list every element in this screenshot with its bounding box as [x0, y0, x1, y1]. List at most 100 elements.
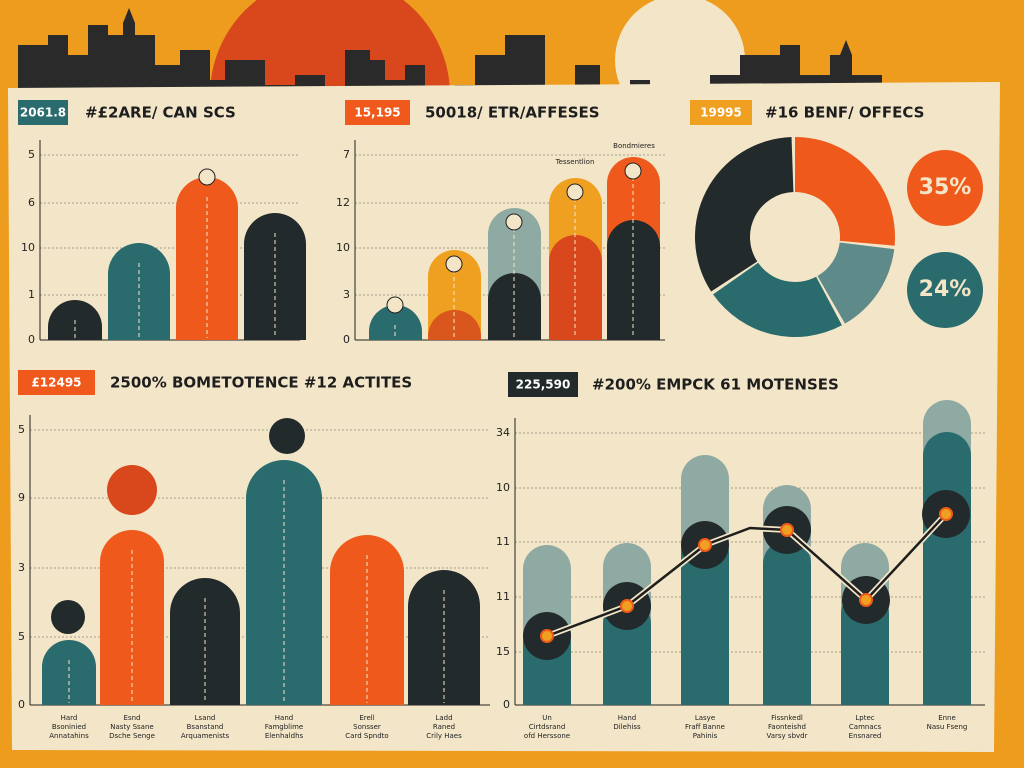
bar — [763, 540, 811, 705]
badge-text: £12495 — [31, 376, 81, 390]
category-label: Camnacs — [849, 723, 882, 731]
point — [780, 523, 794, 537]
icon — [198, 168, 216, 186]
category-label: Cirtdsrand — [529, 723, 566, 731]
axis-label: 6 — [28, 196, 35, 209]
category-label: Un — [542, 714, 552, 722]
callout-text: 24% — [919, 277, 972, 302]
category-label: Varsy sbvdr — [767, 732, 808, 740]
icon — [386, 296, 404, 314]
category-label: Esnd — [124, 714, 141, 722]
point — [939, 507, 953, 521]
panel-title: 2500% BOMETOTENCE #12 ACTITES — [110, 374, 412, 392]
axis-label: 10 — [21, 241, 35, 254]
category-label: Ladd — [435, 714, 452, 722]
category-label: Dilehiss — [613, 723, 641, 731]
category-label: Raned — [433, 723, 455, 731]
marker — [51, 600, 85, 634]
annotation: Bondmieres — [613, 142, 655, 150]
badge — [18, 100, 68, 125]
annotation: Tessentlion — [555, 158, 595, 166]
category-label: Elenhaldhs — [265, 732, 304, 740]
axis-label: 3 — [18, 561, 25, 574]
icon — [624, 162, 642, 180]
callout-text: 35% — [919, 175, 972, 200]
bar — [246, 460, 322, 705]
bar — [923, 432, 971, 705]
bar — [428, 310, 481, 340]
category-label: ofd Herssone — [524, 732, 570, 740]
bar — [176, 177, 238, 340]
axis-label: 5 — [18, 423, 25, 436]
donut-segment — [817, 242, 895, 324]
category-label: Lptec — [855, 714, 874, 722]
icon — [505, 213, 523, 231]
axis-label: 0 — [18, 698, 25, 711]
icon — [566, 183, 584, 201]
category-label: Sonsser — [353, 723, 381, 731]
badge-text: 2061.8 — [20, 106, 66, 120]
axis-label: 0 — [28, 333, 35, 346]
axis-label: 10 — [336, 241, 350, 254]
donut-segment — [713, 262, 842, 337]
point — [620, 599, 634, 613]
category-label: Crily Haes — [426, 732, 462, 740]
axis-label: 9 — [18, 491, 25, 504]
category-label: Lsand — [195, 714, 216, 722]
marker — [269, 418, 305, 454]
bar — [100, 530, 164, 705]
category-label: Ensnared — [849, 732, 882, 740]
axis-label: 7 — [343, 148, 350, 161]
badge — [345, 100, 410, 125]
category-label: Enne — [938, 714, 956, 722]
bar — [408, 570, 480, 705]
category-label: Bsanstand — [187, 723, 224, 731]
panel-title: #200% EMPCK 61 MOTENSES — [592, 376, 839, 394]
category-label: Card Spndto — [345, 732, 388, 740]
bar — [681, 530, 729, 705]
category-label: Hard — [61, 714, 78, 722]
panel-title: 50018/ ETR/AFFESES — [425, 104, 600, 122]
point — [698, 538, 712, 552]
panel-title: #£2ARE/ CAN SCS — [85, 104, 236, 122]
callout — [907, 252, 983, 328]
category-label: Nasu Fseng — [927, 723, 968, 731]
axis-label: 15 — [496, 645, 510, 658]
point — [859, 593, 873, 607]
bar — [369, 305, 422, 340]
axis-label: 12 — [336, 196, 350, 209]
bar — [607, 220, 660, 340]
callout — [907, 150, 983, 226]
category-label: Lasye — [695, 714, 715, 722]
axis-label: 0 — [343, 333, 350, 346]
category-label: Annatahins — [49, 732, 89, 740]
donut-segment — [795, 137, 895, 246]
axis-label: 5 — [28, 148, 35, 161]
category-label: Pahinis — [693, 732, 718, 740]
category-label: Fissnkedl — [771, 714, 803, 722]
badge — [18, 370, 95, 395]
point — [540, 629, 554, 643]
icon — [445, 255, 463, 273]
axis-label: 11 — [496, 590, 510, 603]
axis-label: 0 — [503, 698, 510, 711]
badge-text: 15,195 — [354, 106, 400, 120]
panel-title: #16 BENF/ OFFECS — [765, 104, 924, 122]
category-label: Nasty Ssane — [110, 723, 153, 731]
badge — [690, 100, 752, 125]
category-label: Famgblime — [265, 723, 303, 731]
badge — [508, 372, 578, 397]
category-label: Dsche Senge — [109, 732, 155, 740]
category-label: Fraff Banne — [685, 723, 725, 731]
axis-label: 10 — [496, 481, 510, 494]
category-label: Erell — [359, 714, 374, 722]
category-label: Bsoninied — [52, 723, 86, 731]
axis-label: 11 — [496, 535, 510, 548]
donut-segment — [695, 137, 794, 292]
axis-label: 5 — [18, 630, 25, 643]
marker — [107, 465, 157, 515]
bar — [549, 235, 602, 340]
category-label: Hand — [618, 714, 636, 722]
category-label: Arquamenists — [181, 732, 230, 740]
